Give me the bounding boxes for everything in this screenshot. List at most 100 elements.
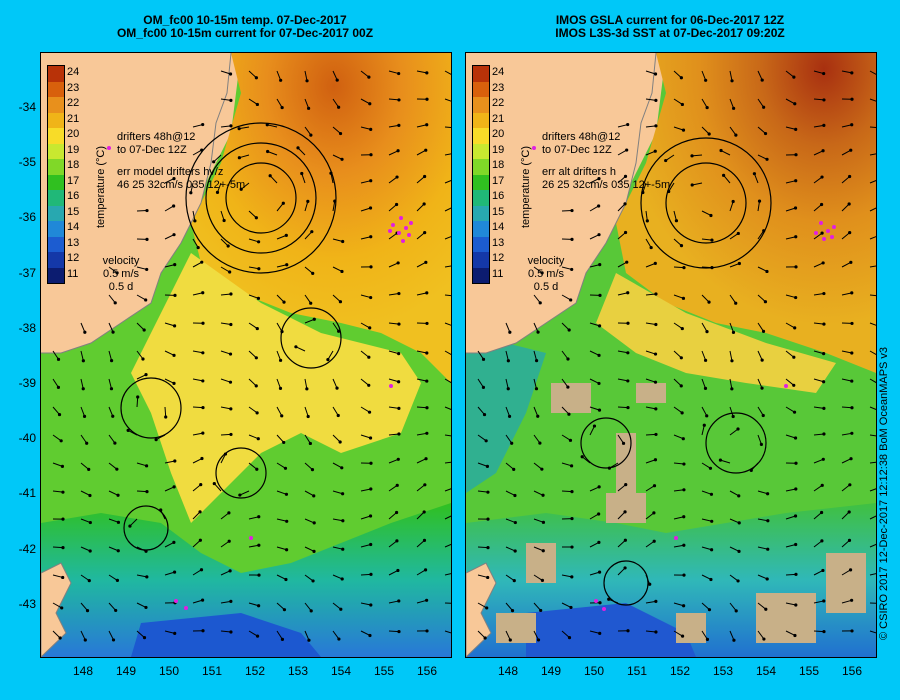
- vector-head: [254, 216, 258, 220]
- current-vector: [757, 350, 763, 361]
- vector-head: [506, 359, 510, 363]
- vector-head: [793, 436, 798, 440]
- current-vector: [360, 434, 371, 439]
- current-vector: [720, 459, 731, 464]
- latitude-tick: -42: [18, 541, 36, 556]
- vector-head: [570, 267, 574, 272]
- current-vector: [841, 149, 852, 156]
- current-vector: [304, 318, 315, 324]
- current-vector: [276, 406, 283, 417]
- current-vector: [813, 70, 824, 75]
- current-vector: [276, 378, 281, 389]
- vector-head: [682, 488, 686, 492]
- vector-head: [87, 467, 91, 471]
- vector-head: [189, 191, 193, 195]
- current-vector: [332, 406, 339, 416]
- current-vector: [785, 126, 796, 130]
- vector-head: [425, 598, 429, 602]
- current-vector: [276, 70, 282, 81]
- vector-head: [538, 441, 542, 445]
- vector-head: [792, 75, 796, 79]
- current-vector: [505, 350, 509, 361]
- current-vector: [248, 516, 259, 520]
- current-vector: [617, 292, 628, 296]
- vector-head: [710, 266, 714, 270]
- vector-head: [794, 603, 798, 607]
- vector-head: [173, 263, 177, 267]
- current-vector: [608, 598, 619, 604]
- current-vector: [673, 126, 684, 131]
- current-vector: [645, 70, 656, 75]
- current-vector: [701, 70, 707, 81]
- current-vector: [304, 490, 314, 497]
- vector-head: [215, 190, 220, 194]
- vector-head: [280, 105, 284, 110]
- longitude-tick: 155: [798, 664, 820, 678]
- vector-head: [679, 384, 683, 388]
- colorbar-swatches: [47, 65, 65, 284]
- current-vector: [332, 490, 343, 495]
- vector-head: [341, 519, 345, 523]
- vector-head: [172, 570, 177, 574]
- vector-head: [760, 78, 764, 82]
- vector-head: [736, 427, 740, 431]
- vector-head: [300, 171, 304, 176]
- current-vector: [301, 173, 306, 184]
- current-vector: [248, 350, 257, 359]
- vector-head: [306, 414, 310, 419]
- current-vector: [477, 546, 489, 549]
- current-vector: [701, 378, 706, 389]
- current-vector: [813, 322, 824, 325]
- current-vector: [617, 434, 624, 444]
- left-err-line2: 46 25 32cm/s 035 12+-5m: [117, 179, 246, 191]
- vector-head: [485, 464, 490, 468]
- current-vector: [276, 630, 283, 640]
- vector-head: [734, 609, 738, 613]
- vector-head: [848, 483, 852, 487]
- vector-head: [567, 636, 572, 640]
- current-vector: [869, 180, 876, 184]
- current-vector: [332, 462, 343, 469]
- vector-head: [705, 414, 709, 418]
- vector-head: [305, 387, 309, 391]
- vector-head: [369, 487, 373, 491]
- vector-head: [682, 462, 686, 466]
- current-vector: [360, 98, 371, 105]
- yellow-tongue-region: [596, 273, 836, 393]
- current-vector: [533, 490, 544, 496]
- colorbar-tick-label: 18: [67, 159, 80, 171]
- vector-head: [482, 412, 487, 417]
- vector-head: [486, 546, 490, 550]
- vector-head: [654, 98, 658, 102]
- current-vector: [720, 150, 731, 156]
- vector-head: [367, 410, 372, 414]
- vector-head: [397, 380, 401, 384]
- vector-head: [198, 538, 202, 542]
- vector-head: [116, 520, 121, 524]
- current-vector: [332, 546, 343, 550]
- current-vector: [701, 574, 712, 580]
- vector-head: [201, 379, 205, 383]
- vector-head: [674, 219, 679, 223]
- current-vector: [248, 378, 257, 387]
- vector-head: [173, 293, 177, 297]
- colorbar-swatch: [48, 97, 64, 113]
- land-island: [466, 562, 497, 657]
- vector-head: [654, 292, 658, 296]
- current-vector: [505, 630, 511, 641]
- current-vector: [757, 434, 762, 445]
- current-vector: [813, 458, 824, 464]
- vector-head: [145, 575, 149, 579]
- current-vector: [869, 126, 876, 129]
- current-vector: [52, 546, 64, 549]
- vector-head: [282, 440, 286, 445]
- current-vector: [757, 378, 763, 389]
- current-vector: [276, 462, 286, 469]
- current-vector: [164, 178, 175, 184]
- vector-head: [257, 573, 261, 577]
- current-vector: [52, 574, 63, 578]
- current-vector: [444, 265, 451, 268]
- vector-head: [341, 492, 345, 496]
- vector-head: [172, 176, 176, 181]
- vector-head: [228, 72, 233, 76]
